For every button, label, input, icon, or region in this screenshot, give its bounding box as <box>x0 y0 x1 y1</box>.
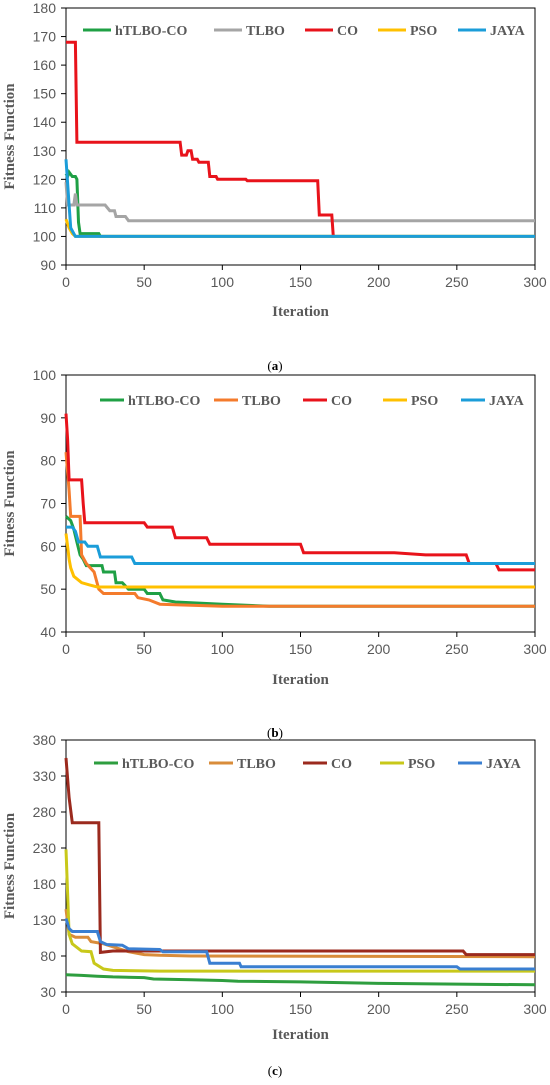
legend-label-tlbo: TLBO <box>246 24 285 39</box>
legend-label-pso: PSO <box>411 394 438 409</box>
series-line-htlbo-co <box>65 973 536 987</box>
legend-label-tlbo: TLBO <box>242 394 281 409</box>
x-tick-label: 200 <box>367 274 391 290</box>
chart-panel-2: 40 50 60 70 80 90 100 0 50 100 150 200 250 300 hTLBO-C… <box>2 367 547 740</box>
series-line-tlbo <box>64 451 535 608</box>
x-tick-label: 250 <box>445 1001 469 1017</box>
x-tick-label: 100 <box>211 641 235 657</box>
x-tick-label: 100 <box>211 274 235 290</box>
y-axis-title: Fitness Function <box>2 83 18 190</box>
legend-label-tlbo: TLBO <box>237 757 276 772</box>
y-tick-label: 130 <box>33 912 57 928</box>
panel-caption: (a) <box>267 358 282 373</box>
legend-label-co: CO <box>337 24 358 39</box>
y-tick-label: 170 <box>33 29 57 45</box>
legend-label-jaya: JAYA <box>490 24 526 39</box>
legend-label-pso: PSO <box>410 24 437 39</box>
panel-caption: (b) <box>267 725 283 740</box>
series-line-jaya <box>64 918 535 971</box>
y-tick-label: 60 <box>40 538 56 554</box>
y-tick-label: 30 <box>40 984 56 1000</box>
chart-panel-3: 30 80 130 180 230 280 330 380 0 50 100 150 200 250 300… <box>2 732 547 1078</box>
y-tick-label: 120 <box>33 171 57 187</box>
x-tick-label: 0 <box>62 1001 70 1017</box>
legend-label-pso: PSO <box>408 757 435 772</box>
chart-panel-1: 90 100 110 120 130 140 150 160 170 180 0 50 100 150 20… <box>2 0 547 373</box>
series-line-jaya <box>64 159 535 238</box>
series-line-htlbo-co <box>65 515 535 608</box>
series-line-htlbo-co <box>64 169 535 238</box>
x-tick-label: 300 <box>523 274 547 290</box>
x-axis-title: Iteration <box>272 1027 329 1043</box>
series-line-tlbo <box>64 182 535 223</box>
panel-caption: (c) <box>268 1063 282 1078</box>
x-tick-label: 150 <box>289 274 313 290</box>
x-axis-title: Iteration <box>272 672 329 688</box>
y-axis-title: Fitness Function <box>2 812 18 919</box>
y-tick-label: 140 <box>33 114 57 130</box>
x-tick-label: 200 <box>367 641 391 657</box>
y-tick-label: 160 <box>33 57 57 73</box>
x-tick-label: 300 <box>523 641 547 657</box>
x-tick-label: 300 <box>523 1001 547 1017</box>
y-tick-label: 380 <box>33 732 57 748</box>
legend-label-jaya: JAYA <box>486 757 522 772</box>
y-tick-label: 150 <box>33 86 57 102</box>
x-tick-label: 50 <box>136 1001 152 1017</box>
y-tick-label: 80 <box>40 948 56 964</box>
series-line-jaya <box>66 525 535 565</box>
legend-label-htlbo-co: hTLBO-CO <box>122 757 194 772</box>
y-tick-label: 230 <box>33 840 57 856</box>
x-tick-label: 150 <box>289 641 313 657</box>
x-tick-label: 150 <box>289 1001 313 1017</box>
plot-frame <box>65 7 536 266</box>
legend-label-htlbo-co: hTLBO-CO <box>115 24 187 39</box>
x-tick-label: 0 <box>62 274 70 290</box>
y-tick-label: 330 <box>33 768 57 784</box>
series-line-co <box>66 40 335 238</box>
x-tick-label: 200 <box>367 1001 391 1017</box>
x-axis-title: Iteration <box>272 304 329 320</box>
x-tick-label: 250 <box>445 641 469 657</box>
y-tick-label: 280 <box>33 804 57 820</box>
y-tick-label: 130 <box>33 143 57 159</box>
x-tick-label: 250 <box>445 274 469 290</box>
series-line-pso <box>64 533 535 589</box>
y-tick-label: 50 <box>40 581 56 597</box>
y-axis-title: Fitness Function <box>2 450 18 557</box>
y-tick-label: 100 <box>33 367 57 383</box>
y-tick-label: 100 <box>33 228 57 244</box>
series-line-co <box>64 757 535 957</box>
y-tick-label: 110 <box>34 200 57 216</box>
y-tick-label: 180 <box>33 876 57 892</box>
y-tick-label: 90 <box>40 410 56 426</box>
legend-label-co: CO <box>331 394 352 409</box>
x-tick-label: 50 <box>136 641 152 657</box>
y-tick-label: 40 <box>40 624 56 640</box>
x-tick-label: 0 <box>62 641 70 657</box>
y-tick-label: 80 <box>40 453 56 469</box>
y-tick-label: 70 <box>40 496 56 512</box>
x-tick-label: 100 <box>211 1001 235 1017</box>
legend-label-co: CO <box>331 757 352 772</box>
series-line-co <box>64 413 535 572</box>
y-tick-label: 180 <box>33 0 57 16</box>
series-line-pso <box>64 849 535 973</box>
y-tick-label: 90 <box>40 257 56 273</box>
legend-label-htlbo-co: hTLBO-CO <box>128 394 200 409</box>
x-tick-label: 50 <box>136 274 152 290</box>
legend-label-jaya: JAYA <box>489 394 525 409</box>
